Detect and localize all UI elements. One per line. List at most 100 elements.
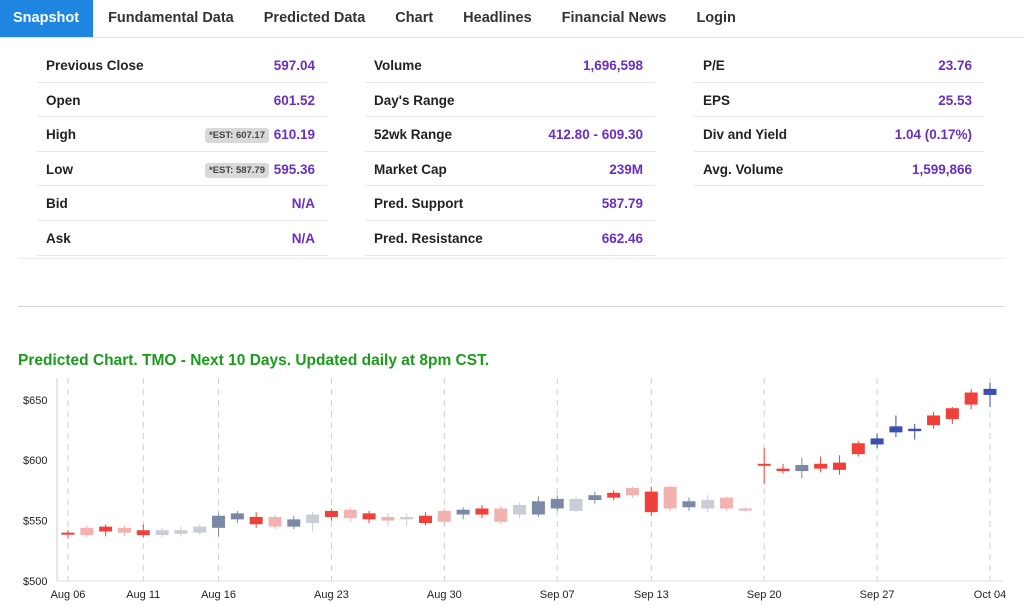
candle-body [324,510,338,517]
candle-body [663,486,677,509]
candle-body [851,443,865,455]
candle-body [889,426,903,433]
candle-body [550,498,564,509]
tab-predicted-data[interactable]: Predicted Data [263,10,366,26]
candle-body [945,408,959,420]
candle-body [814,463,828,469]
candle-body [757,463,771,466]
candle-body [832,462,846,470]
candle-body [117,527,131,533]
stat-row: Low *EST: 587.79 595.36 [37,152,327,187]
stat-value: 239M [609,161,643,177]
stat-row: Avg. Volume 1,599,866 [694,152,984,187]
y-tick-label: $650 [23,395,47,407]
candle-body [795,465,809,472]
stat-value: 601.52 [273,92,315,108]
stat-label: Avg. Volume [703,161,784,177]
y-tick-label: $550 [23,516,47,528]
stat-row: Ask N/A [37,221,327,256]
tab-chart[interactable]: Chart [395,10,434,26]
x-tick-label: Aug 23 [314,589,349,601]
candle-body [701,500,715,509]
candle-body [419,515,433,523]
candle-body [513,504,527,515]
stat-value: 1,599,866 [911,161,972,177]
stat-row: Volume 1,696,598 [365,48,655,83]
candle-body [682,501,696,508]
candle-body [607,492,621,498]
stat-value: 412.80 - 609.30 [548,127,643,143]
candle-body [268,516,282,527]
estimate-badge: *EST: 607.17 [205,128,269,144]
candle-body [908,428,922,432]
y-tick-label: $500 [23,576,47,588]
candle-body [456,509,470,515]
tab-financial-news[interactable]: Financial News [561,10,667,26]
x-tick-label: Sep 07 [540,589,575,601]
stat-row: 52wk Range 412.80 - 609.30 [365,117,655,152]
tab-fundamental-data[interactable]: Fundamental Data [108,10,234,26]
stat-label: EPS [703,92,731,108]
tab-login[interactable]: Login [696,10,736,26]
x-tick-label: Aug 06 [51,589,86,601]
stat-value: N/A [291,196,315,212]
candle-body [212,515,226,528]
stat-label: Div and Yield [703,127,788,143]
stat-value: 610.19 [273,127,315,143]
x-tick-label: Sep 27 [860,589,895,601]
stat-label: Pred. Support [374,196,464,212]
stat-value: 25.53 [938,92,972,108]
candle-body [193,526,207,533]
stat-value: 597.04 [273,58,315,73]
stat-row: Market Cap 239M [365,152,655,187]
divider [18,306,1005,307]
stat-label: Bid [46,196,68,212]
stat-value: 1.04 (0.17%) [894,127,972,143]
candle-body [400,516,414,520]
tab-headlines[interactable]: Headlines [463,10,532,26]
stat-label: Open [46,92,81,108]
stat-value: 23.76 [938,58,972,73]
y-tick-label: $600 [23,455,47,467]
stat-label: Market Cap [374,161,447,177]
candle-body [531,501,545,515]
stat-row: Pred. Support 587.79 [365,186,655,221]
stat-row: High *EST: 607.17 610.19 [37,117,327,152]
stat-label: Previous Close [46,58,144,73]
x-tick-label: Oct 04 [974,589,1006,601]
stat-label: 52wk Range [374,127,453,143]
candle-body [306,514,320,523]
candle-body [362,513,376,520]
stat-label: Day's Range [374,92,455,108]
candle-body [494,508,508,522]
candle-body [964,392,978,405]
stat-value: 595.36 [273,161,315,177]
stat-row: EPS 25.53 [694,83,984,118]
stats-column-3: P/E 23.76 EPS 25.53 Div and Yield 1.04 (0.17%… [694,48,984,187]
x-tick-label: Aug 11 [126,589,160,601]
predicted-candlestick-chart: Aug 06 Aug 11 Aug 16 Aug 23 Aug 30 Sep 07 Sep … [23,378,1006,601]
stat-row: Bid N/A [37,186,327,221]
stat-value: N/A [291,230,315,246]
stat-value: 662.46 [601,230,643,246]
x-tick-label: Aug 16 [201,589,236,601]
candle-body [437,510,451,522]
candle-body [738,508,752,511]
candle-body [230,513,244,520]
stat-row: P/E 23.76 [694,48,984,83]
candle-body [287,519,301,527]
stats-column-2: Volume 1,696,598 Day's Range 52wk Range 412.… [365,48,655,256]
candle-body [588,495,602,501]
candle-body [776,468,790,472]
nav-tabs: Snapshot Fundamental Data Predicted Data Ch… [0,0,1024,38]
candle-body [80,527,94,536]
estimate-badge: *EST: 587.79 [205,162,269,178]
stat-label: Low [46,161,73,177]
candle-body [174,530,188,534]
x-tick-label: Aug 30 [427,589,462,601]
stat-value: 1,696,598 [582,58,643,73]
stat-label: Volume [374,58,422,73]
stat-row: Day's Range [365,83,655,118]
divider [18,258,1005,259]
tab-snapshot[interactable]: Snapshot [0,0,94,37]
